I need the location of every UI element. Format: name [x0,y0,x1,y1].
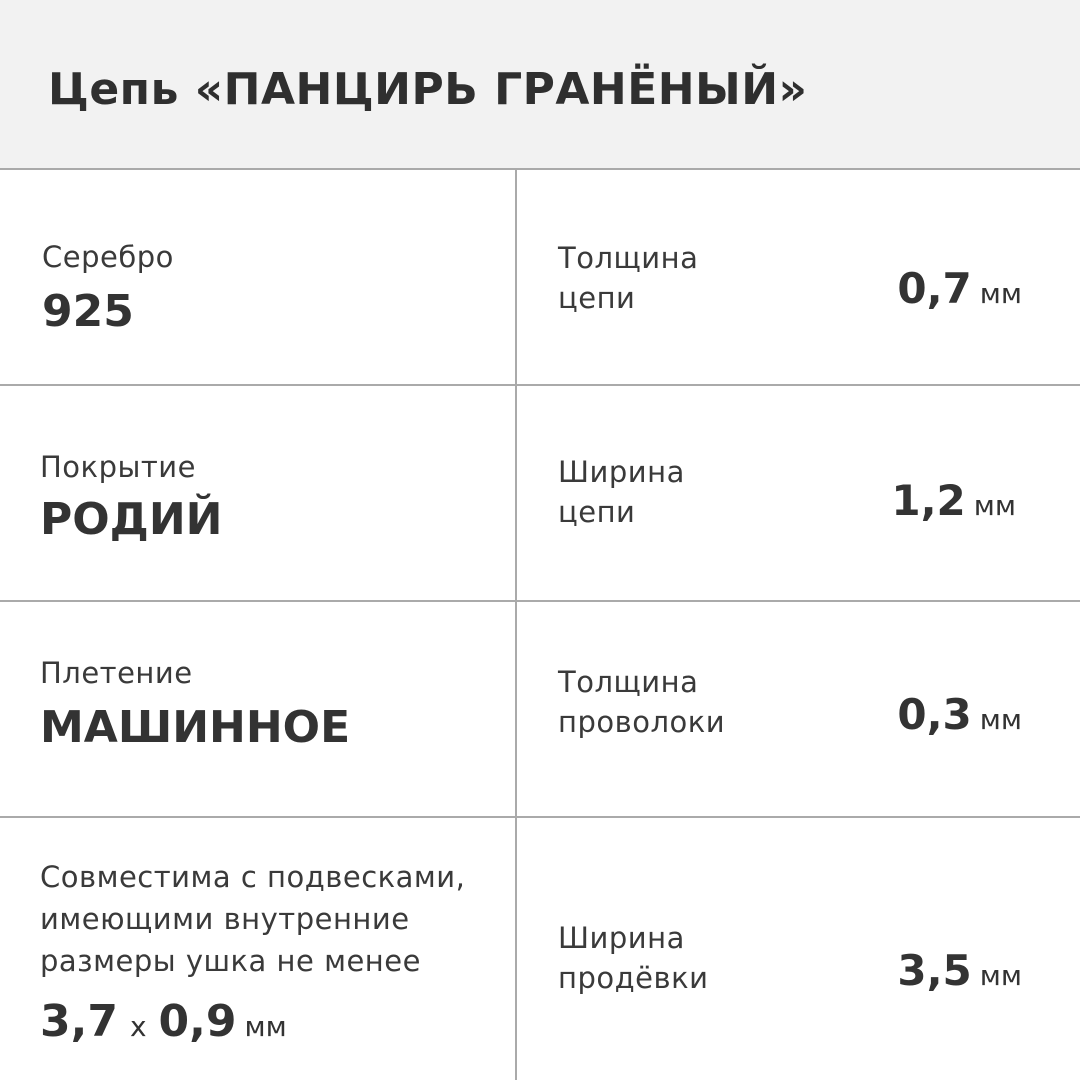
header: Цепь «ПАНЦИРЬ ГРАНЁНЫЙ» [0,0,1080,168]
divider [0,600,1080,602]
metal-label: Серебро [42,240,174,274]
compatibility-label: Совместима с подвесками, имеющими внутре… [40,860,466,978]
page-title: Цепь «ПАНЦИРЬ ГРАНЁНЫЙ» [48,64,808,115]
threading-width-label: Ширина продёвки [558,921,709,995]
weave-value: МАШИННОЕ [40,702,351,753]
divider [0,384,1080,386]
divider [0,816,1080,818]
divider-vertical [515,170,517,1080]
coating-label: Покрытие [40,450,196,484]
threading-width-value: 3,5 мм [897,946,1022,995]
size-a: 3,7 [40,996,118,1047]
chain-width-label: Ширина цепи [558,455,685,529]
wire-thickness-value: 0,3 мм [897,690,1022,739]
chain-thickness-label: Толщина цепи [558,241,699,315]
size-unit: мм [244,1010,287,1043]
weave-label: Плетение [40,656,193,690]
metal-value: 925 [42,286,134,337]
wire-thickness-label: Толщина проволоки [558,665,726,739]
size-sep: х [129,1010,147,1043]
size-b: 0,9 [158,996,237,1047]
coating-value: РОДИЙ [40,494,223,545]
compatibility-value: 3,7 х 0,9 мм [40,996,287,1047]
divider [0,168,1080,170]
chain-thickness-value: 0,7 мм [897,264,1022,313]
chain-width-value: 1,2 мм [891,476,1016,525]
